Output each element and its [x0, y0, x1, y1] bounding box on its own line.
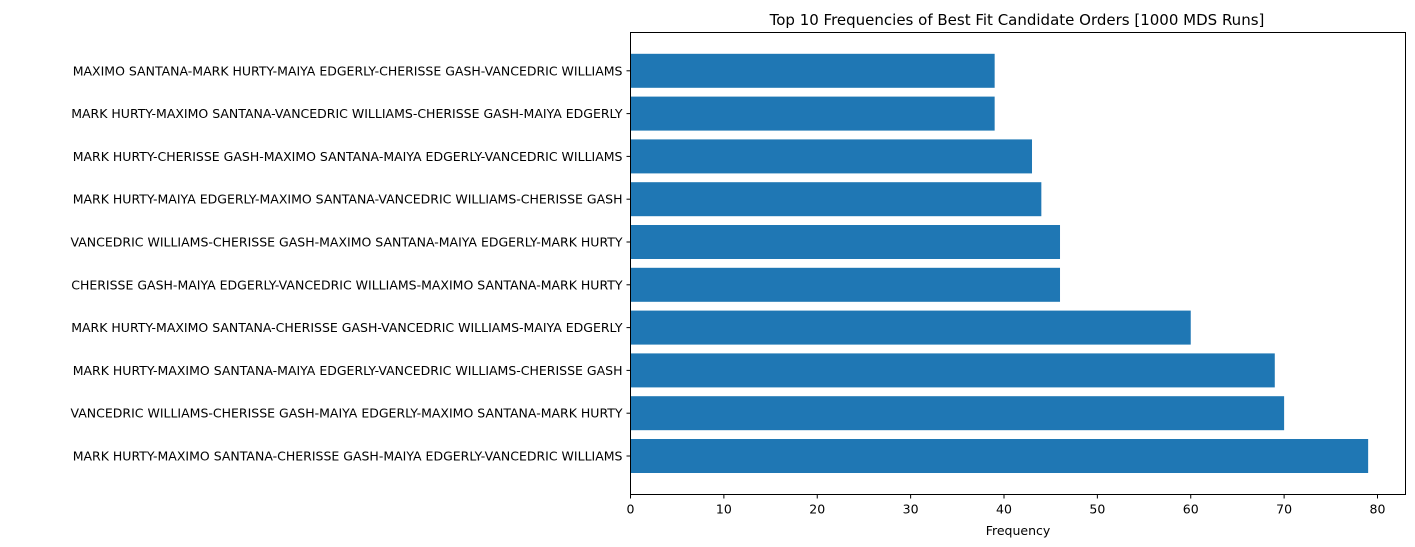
bar [630, 267, 1061, 302]
bar [630, 96, 995, 131]
bar [630, 182, 1042, 217]
category-label: MAXIMO SANTANA-MARK HURTY-MAIYA EDGERLY-… [73, 63, 623, 78]
chart-title: Top 10 Frequencies of Best Fit Candidate… [769, 11, 1265, 29]
x-tick-label: 60 [1183, 502, 1199, 517]
bar [630, 439, 1369, 473]
x-tick-label: 80 [1370, 502, 1386, 517]
x-tick-label: 30 [903, 502, 919, 517]
x-axis-label: Frequency [986, 523, 1051, 538]
category-label: MARK HURTY-MAIYA EDGERLY-MAXIMO SANTANA-… [73, 192, 623, 207]
x-tick-label: 0 [627, 502, 635, 517]
x-tick-label: 20 [809, 502, 825, 517]
category-label: CHERISSE GASH-MAIYA EDGERLY-VANCEDRIC WI… [71, 277, 623, 292]
category-label: VANCEDRIC WILLIAMS-CHERISSE GASH-MAIYA E… [70, 406, 622, 421]
bar [630, 396, 1285, 431]
category-labels: MARK HURTY-MAXIMO SANTANA-CHERISSE GASH-… [70, 63, 631, 464]
category-label: VANCEDRIC WILLIAMS-CHERISSE GASH-MAXIMO … [70, 235, 622, 250]
x-tick-label: 50 [1089, 502, 1105, 517]
bar [630, 353, 1275, 388]
category-label: MARK HURTY-MAXIMO SANTANA-CHERISSE GASH-… [73, 449, 623, 464]
category-label: MARK HURTY-MAXIMO SANTANA-VANCEDRIC WILL… [71, 106, 623, 121]
plot-frame [630, 32, 1406, 495]
x-axis-ticks: 0 10 20 30 40 50 60 70 80 [627, 494, 1386, 517]
x-tick-label: 10 [716, 502, 732, 517]
x-tick-label: 40 [996, 502, 1012, 517]
x-tick-label: 70 [1276, 502, 1292, 517]
category-label: MARK HURTY-CHERISSE GASH-MAXIMO SANTANA-… [73, 149, 623, 164]
bars-group [630, 53, 1369, 473]
category-label: MARK HURTY-MAXIMO SANTANA-MAIYA EDGERLY-… [73, 363, 623, 378]
bar [630, 225, 1061, 259]
bar [630, 53, 995, 88]
bar [630, 139, 1033, 174]
bar [630, 310, 1191, 345]
category-label: MARK HURTY-MAXIMO SANTANA-CHERISSE GASH-… [71, 320, 623, 335]
